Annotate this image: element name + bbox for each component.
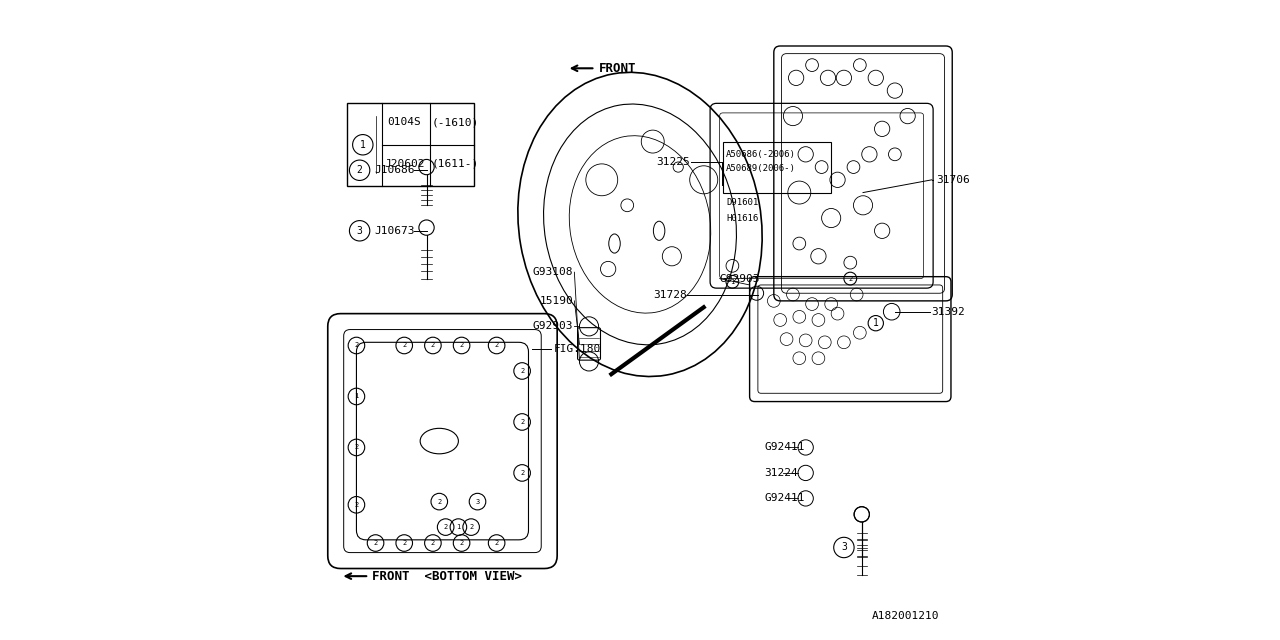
Text: 31392: 31392: [932, 307, 965, 317]
Text: 2: 2: [374, 540, 378, 546]
Text: 2: 2: [355, 342, 358, 349]
Text: 1: 1: [456, 524, 461, 530]
Text: (1611-): (1611-): [431, 159, 479, 169]
Text: 15190: 15190: [539, 296, 573, 306]
Text: D91601: D91601: [726, 198, 758, 207]
Text: FRONT  <BOTTOM VIEW>: FRONT <BOTTOM VIEW>: [372, 570, 522, 582]
Text: FRONT: FRONT: [599, 62, 636, 75]
Text: 2: 2: [468, 524, 474, 530]
Text: 2: 2: [520, 470, 525, 476]
Text: 2: 2: [460, 540, 463, 546]
Text: 2: 2: [355, 444, 358, 451]
Text: 2: 2: [520, 368, 525, 374]
Text: G92903: G92903: [532, 321, 573, 332]
Text: G92411: G92411: [764, 493, 805, 504]
Text: G93108: G93108: [532, 268, 573, 277]
Text: 1: 1: [731, 279, 735, 285]
Text: FIG.180: FIG.180: [554, 344, 602, 354]
Text: 31728: 31728: [653, 289, 686, 300]
Text: 2: 2: [431, 342, 435, 349]
Text: H01616: H01616: [726, 214, 758, 223]
Text: J20602: J20602: [384, 159, 425, 169]
Text: 3: 3: [475, 499, 480, 504]
Text: 2: 2: [849, 276, 852, 282]
Text: 1: 1: [873, 318, 878, 328]
Text: J10673: J10673: [374, 226, 415, 236]
Text: J10686: J10686: [374, 165, 415, 175]
Text: 2: 2: [402, 342, 406, 349]
Text: 31706: 31706: [936, 175, 970, 185]
Bar: [723, 141, 831, 193]
Text: 1: 1: [360, 140, 366, 150]
Text: G92903: G92903: [719, 273, 760, 284]
Bar: [347, 103, 475, 186]
Text: 2: 2: [355, 502, 358, 508]
Text: 31225: 31225: [655, 157, 690, 167]
Text: 31224: 31224: [764, 468, 797, 478]
Text: 3: 3: [841, 543, 847, 552]
Text: A50689(2006-): A50689(2006-): [726, 164, 796, 173]
Text: 2: 2: [402, 540, 406, 546]
Text: G92411: G92411: [764, 442, 805, 452]
Text: 2: 2: [444, 524, 448, 530]
Text: 2: 2: [494, 342, 499, 349]
Text: 1: 1: [355, 394, 358, 399]
Text: (-1610): (-1610): [431, 118, 479, 127]
Text: 2: 2: [431, 540, 435, 546]
Text: 2: 2: [494, 540, 499, 546]
Text: 3: 3: [357, 226, 362, 236]
Text: A182001210: A182001210: [872, 611, 940, 621]
Text: 2: 2: [520, 419, 525, 425]
Text: 2: 2: [438, 499, 442, 504]
Text: 2: 2: [460, 342, 463, 349]
Text: 0104S: 0104S: [388, 118, 421, 127]
Text: 2: 2: [357, 165, 362, 175]
Text: A50686(-2006): A50686(-2006): [726, 150, 796, 159]
